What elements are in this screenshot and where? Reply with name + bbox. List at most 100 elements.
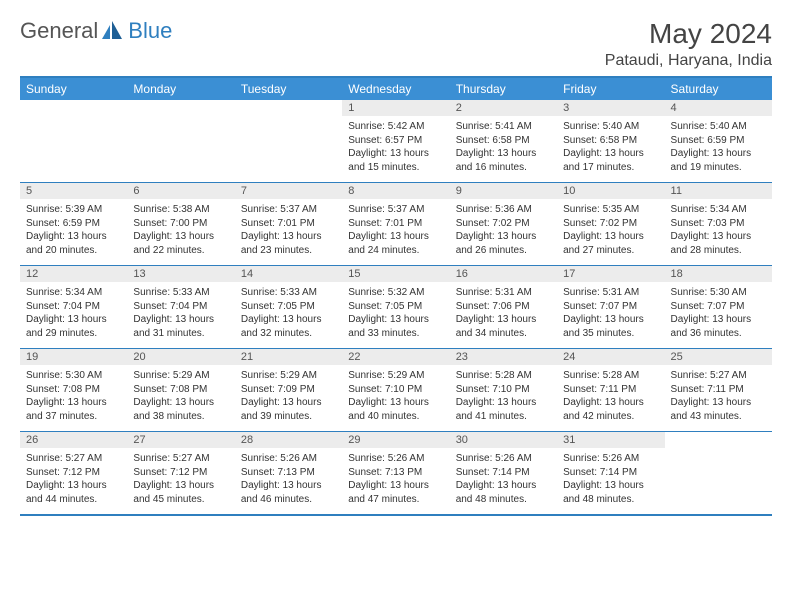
day-number: 7	[235, 183, 342, 200]
day-details: Sunrise: 5:26 AMSunset: 7:14 PMDaylight:…	[557, 449, 664, 514]
calendar-cell: 10Sunrise: 5:35 AMSunset: 7:02 PMDayligh…	[557, 183, 664, 266]
calendar-cell: 20Sunrise: 5:29 AMSunset: 7:08 PMDayligh…	[127, 349, 234, 432]
brand-left: General	[20, 18, 98, 44]
calendar-cell: 27Sunrise: 5:27 AMSunset: 7:12 PMDayligh…	[127, 432, 234, 516]
dayhdr-wed: Wednesday	[342, 77, 449, 100]
calendar-week: 26Sunrise: 5:27 AMSunset: 7:12 PMDayligh…	[20, 432, 772, 516]
calendar-cell: 24Sunrise: 5:28 AMSunset: 7:11 PMDayligh…	[557, 349, 664, 432]
day-number: 4	[665, 100, 772, 117]
dayhdr-tue: Tuesday	[235, 77, 342, 100]
day-header-row: Sunday Monday Tuesday Wednesday Thursday…	[20, 77, 772, 100]
calendar-table: Sunday Monday Tuesday Wednesday Thursday…	[20, 76, 772, 516]
day-number: 25	[665, 349, 772, 366]
day-number: 29	[342, 432, 449, 449]
day-details: Sunrise: 5:42 AMSunset: 6:57 PMDaylight:…	[342, 117, 449, 182]
calendar-week: 19Sunrise: 5:30 AMSunset: 7:08 PMDayligh…	[20, 349, 772, 432]
day-number: 24	[557, 349, 664, 366]
day-number: 26	[20, 432, 127, 449]
dayhdr-mon: Monday	[127, 77, 234, 100]
day-number: 27	[127, 432, 234, 449]
day-number: 5	[20, 183, 127, 200]
calendar-cell: 30Sunrise: 5:26 AMSunset: 7:14 PMDayligh…	[450, 432, 557, 516]
calendar-cell: 1Sunrise: 5:42 AMSunset: 6:57 PMDaylight…	[342, 100, 449, 183]
calendar-cell	[665, 432, 772, 516]
day-details: Sunrise: 5:27 AMSunset: 7:12 PMDaylight:…	[20, 449, 127, 514]
brand-right: Blue	[128, 18, 172, 44]
day-details: Sunrise: 5:38 AMSunset: 7:00 PMDaylight:…	[127, 200, 234, 265]
calendar-cell: 26Sunrise: 5:27 AMSunset: 7:12 PMDayligh…	[20, 432, 127, 516]
month-title: May 2024	[605, 18, 772, 50]
day-number: 18	[665, 266, 772, 283]
day-number: 11	[665, 183, 772, 200]
calendar-cell: 28Sunrise: 5:26 AMSunset: 7:13 PMDayligh…	[235, 432, 342, 516]
calendar-cell: 5Sunrise: 5:39 AMSunset: 6:59 PMDaylight…	[20, 183, 127, 266]
day-number: 31	[557, 432, 664, 449]
day-details: Sunrise: 5:33 AMSunset: 7:05 PMDaylight:…	[235, 283, 342, 348]
day-details: Sunrise: 5:33 AMSunset: 7:04 PMDaylight:…	[127, 283, 234, 348]
calendar-cell: 31Sunrise: 5:26 AMSunset: 7:14 PMDayligh…	[557, 432, 664, 516]
day-details: Sunrise: 5:40 AMSunset: 6:58 PMDaylight:…	[557, 117, 664, 182]
calendar-cell: 14Sunrise: 5:33 AMSunset: 7:05 PMDayligh…	[235, 266, 342, 349]
day-details: Sunrise: 5:40 AMSunset: 6:59 PMDaylight:…	[665, 117, 772, 182]
calendar-cell: 29Sunrise: 5:26 AMSunset: 7:13 PMDayligh…	[342, 432, 449, 516]
calendar-week: 1Sunrise: 5:42 AMSunset: 6:57 PMDaylight…	[20, 100, 772, 183]
day-number: 1	[342, 100, 449, 117]
day-number: 9	[450, 183, 557, 200]
dayhdr-thu: Thursday	[450, 77, 557, 100]
day-number: 21	[235, 349, 342, 366]
day-number: 30	[450, 432, 557, 449]
day-number: 20	[127, 349, 234, 366]
day-number: 8	[342, 183, 449, 200]
day-details: Sunrise: 5:36 AMSunset: 7:02 PMDaylight:…	[450, 200, 557, 265]
calendar-cell: 18Sunrise: 5:30 AMSunset: 7:07 PMDayligh…	[665, 266, 772, 349]
day-details: Sunrise: 5:31 AMSunset: 7:06 PMDaylight:…	[450, 283, 557, 348]
day-number: 19	[20, 349, 127, 366]
calendar-cell: 19Sunrise: 5:30 AMSunset: 7:08 PMDayligh…	[20, 349, 127, 432]
calendar-week: 5Sunrise: 5:39 AMSunset: 6:59 PMDaylight…	[20, 183, 772, 266]
day-details: Sunrise: 5:34 AMSunset: 7:03 PMDaylight:…	[665, 200, 772, 265]
calendar-week: 12Sunrise: 5:34 AMSunset: 7:04 PMDayligh…	[20, 266, 772, 349]
calendar-cell	[235, 100, 342, 183]
page-header: General Blue May 2024 Pataudi, Haryana, …	[20, 18, 772, 70]
calendar-cell: 9Sunrise: 5:36 AMSunset: 7:02 PMDaylight…	[450, 183, 557, 266]
calendar-cell	[20, 100, 127, 183]
day-details: Sunrise: 5:28 AMSunset: 7:11 PMDaylight:…	[557, 366, 664, 431]
day-number: 6	[127, 183, 234, 200]
day-details: Sunrise: 5:26 AMSunset: 7:14 PMDaylight:…	[450, 449, 557, 514]
brand-logo: General Blue	[20, 18, 172, 44]
day-number: 23	[450, 349, 557, 366]
day-number: 28	[235, 432, 342, 449]
day-details: Sunrise: 5:31 AMSunset: 7:07 PMDaylight:…	[557, 283, 664, 348]
calendar-cell: 21Sunrise: 5:29 AMSunset: 7:09 PMDayligh…	[235, 349, 342, 432]
calendar-cell: 2Sunrise: 5:41 AMSunset: 6:58 PMDaylight…	[450, 100, 557, 183]
day-details: Sunrise: 5:29 AMSunset: 7:10 PMDaylight:…	[342, 366, 449, 431]
calendar-cell: 3Sunrise: 5:40 AMSunset: 6:58 PMDaylight…	[557, 100, 664, 183]
calendar-cell: 11Sunrise: 5:34 AMSunset: 7:03 PMDayligh…	[665, 183, 772, 266]
day-number: 12	[20, 266, 127, 283]
day-number: 13	[127, 266, 234, 283]
calendar-cell: 13Sunrise: 5:33 AMSunset: 7:04 PMDayligh…	[127, 266, 234, 349]
calendar-cell	[127, 100, 234, 183]
day-details: Sunrise: 5:35 AMSunset: 7:02 PMDaylight:…	[557, 200, 664, 265]
day-number: 22	[342, 349, 449, 366]
day-details: Sunrise: 5:26 AMSunset: 7:13 PMDaylight:…	[235, 449, 342, 514]
day-details: Sunrise: 5:30 AMSunset: 7:07 PMDaylight:…	[665, 283, 772, 348]
calendar-cell: 17Sunrise: 5:31 AMSunset: 7:07 PMDayligh…	[557, 266, 664, 349]
day-details: Sunrise: 5:37 AMSunset: 7:01 PMDaylight:…	[342, 200, 449, 265]
day-number: 14	[235, 266, 342, 283]
day-number: 15	[342, 266, 449, 283]
dayhdr-fri: Friday	[557, 77, 664, 100]
day-details: Sunrise: 5:41 AMSunset: 6:58 PMDaylight:…	[450, 117, 557, 182]
calendar-cell: 23Sunrise: 5:28 AMSunset: 7:10 PMDayligh…	[450, 349, 557, 432]
day-details: Sunrise: 5:26 AMSunset: 7:13 PMDaylight:…	[342, 449, 449, 514]
day-number: 17	[557, 266, 664, 283]
day-number: 3	[557, 100, 664, 117]
calendar-cell: 16Sunrise: 5:31 AMSunset: 7:06 PMDayligh…	[450, 266, 557, 349]
calendar-cell: 8Sunrise: 5:37 AMSunset: 7:01 PMDaylight…	[342, 183, 449, 266]
day-number: 10	[557, 183, 664, 200]
day-details: Sunrise: 5:34 AMSunset: 7:04 PMDaylight:…	[20, 283, 127, 348]
calendar-cell: 15Sunrise: 5:32 AMSunset: 7:05 PMDayligh…	[342, 266, 449, 349]
day-number: 16	[450, 266, 557, 283]
day-details: Sunrise: 5:29 AMSunset: 7:08 PMDaylight:…	[127, 366, 234, 431]
calendar-cell: 22Sunrise: 5:29 AMSunset: 7:10 PMDayligh…	[342, 349, 449, 432]
